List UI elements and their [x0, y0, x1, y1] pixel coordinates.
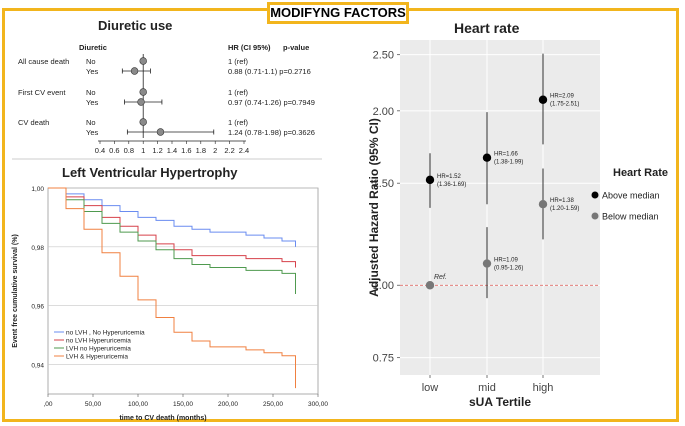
hr-y-label: Adjusted Hazard Ratio (95% CI) — [367, 118, 381, 297]
forest-x-tick-label: 1.8 — [196, 146, 206, 155]
forest-group-label: Yes — [86, 128, 98, 137]
hr-plot-area — [400, 40, 600, 375]
forest-x-tick-label: 2.4 — [239, 146, 249, 155]
forest-event-label: CV death — [18, 118, 49, 127]
km-series-line — [48, 187, 296, 247]
forest-x-tick-label: 0.6 — [109, 146, 119, 155]
forest-point — [139, 57, 147, 65]
km-x-tick-label: 100,00 — [128, 401, 148, 408]
hr-point-ci: (0.95-1.26) — [494, 266, 523, 272]
forest-x-tick-label: 1.4 — [167, 146, 177, 155]
km-chart: 1,00 0,98 0,96 0,94 ,00 50,00 100,00 150,00 200,… — [12, 186, 328, 422]
km-series-line — [48, 187, 296, 268]
km-x-tick-label: 50,00 — [85, 401, 102, 408]
forest-point — [156, 128, 165, 136]
forest-group-label: No — [86, 118, 96, 127]
hr-reference-label: Ref. — [434, 274, 447, 281]
banner-title: MODIFYNG FACTORS — [267, 2, 409, 24]
forest-point — [139, 88, 147, 96]
forest-header-p: p-value — [283, 43, 309, 52]
hr-point — [425, 175, 435, 185]
forest-row-text: 1 (ref) — [228, 118, 249, 127]
forest-x-tick-label: 0.4 — [95, 146, 105, 155]
forest-event-label: All cause death — [18, 57, 69, 66]
forest-x-tick-label: 0.8 — [124, 146, 134, 155]
km-x-tick-label: 300,00 — [308, 401, 328, 408]
km-legend-label: LVH no Hyperuricemia — [66, 346, 131, 353]
hr-y-tick-label: 0.75 — [373, 353, 394, 365]
hr-point — [538, 199, 548, 209]
km-title: Left Ventricular Hypertrophy — [62, 165, 238, 180]
hr-point-ci: (1.38-1.99) — [494, 160, 523, 166]
hr-x-tick-label: low — [422, 382, 439, 394]
forest-row-text: 0.88 (0.71-1.1) p=0.2716 — [228, 67, 311, 76]
forest-group-label: No — [86, 88, 96, 97]
km-x-tick-label: ,00 — [43, 401, 52, 408]
forest-point — [139, 118, 147, 126]
hr-point — [482, 259, 492, 268]
hr-x-tick-label: high — [533, 382, 554, 394]
forest-row-text: 1 (ref) — [228, 57, 249, 66]
hr-point-label: HR=1.66 — [494, 152, 519, 158]
hr-y-tick-label: 2.50 — [373, 50, 394, 62]
hr-legend-label: Below median — [602, 212, 659, 222]
forest-group-label: No — [86, 57, 96, 66]
hr-point-label: HR=1.52 — [437, 174, 462, 180]
hr-point-ci: (1.36-1.69) — [437, 182, 466, 188]
hr-y-tick-label: 1.50 — [373, 178, 394, 190]
forest-x-tick-label: 1.6 — [181, 146, 191, 155]
forest-group-label: Yes — [86, 98, 98, 107]
hr-chart: 2.50 2.00 1.50 1.00 0.75 low mid high HR=1.52 (1.… — [367, 40, 668, 409]
forest-x-tick-label: 2.2 — [224, 146, 234, 155]
hr-y-tick-label: 2.00 — [373, 106, 394, 118]
hr-title: Heart rate — [454, 20, 520, 36]
forest-plot: Diuretic HR (CI 95%) p-value All cause deat… — [12, 43, 322, 160]
km-y-tick-label: 0,98 — [31, 245, 44, 252]
hr-point — [482, 153, 492, 162]
hr-legend-marker — [591, 191, 599, 199]
km-y-label: Event free cumulative survival (%) — [12, 234, 19, 348]
km-y-tick-label: 1,00 — [31, 186, 44, 193]
hr-x-label: sUA Tertile — [469, 395, 531, 409]
hr-y-tick-label: 1.00 — [373, 280, 394, 292]
forest-x-tick-label: 2 — [213, 146, 217, 155]
hr-point-ci: (1.20-1.59) — [550, 206, 579, 212]
hr-x-tick-label: mid — [478, 382, 496, 394]
hr-legend-title: Heart Rate — [613, 167, 668, 179]
forest-title: Diuretic use — [98, 18, 173, 33]
forest-header-hr: HR (CI 95%) — [228, 43, 271, 52]
km-legend-label: no LVH , No Hyperuricemia — [66, 330, 145, 337]
forest-header-group: Diuretic — [79, 43, 107, 52]
hr-legend-marker — [591, 212, 599, 220]
forest-point — [137, 98, 145, 106]
km-legend-label: LVH & Hyperuricemia — [66, 354, 128, 361]
km-x-tick-label: 200,00 — [218, 401, 238, 408]
forest-point — [130, 67, 139, 75]
km-y-tick-label: 0,96 — [31, 304, 44, 311]
hr-point — [538, 95, 548, 104]
hr-point-label: HR=2.09 — [550, 94, 575, 100]
km-x-tick-label: 250,00 — [263, 401, 283, 408]
forest-group-label: Yes — [86, 67, 98, 76]
hr-point-label: HR=1.09 — [494, 258, 519, 264]
forest-row-text: 1 (ref) — [228, 88, 249, 97]
km-series-line — [48, 187, 296, 389]
forest-event-label: First CV event — [18, 88, 66, 97]
hr-point — [425, 281, 435, 290]
km-x-label: time to CV death (months) — [119, 415, 206, 422]
km-legend-label: no LVH Hyperuricemia — [66, 338, 131, 345]
forest-row-text: 1.24 (0.78-1.98) p=0.3626 — [228, 128, 315, 137]
forest-row-text: 0.97 (0.74-1.26) p=0.7949 — [228, 98, 315, 107]
forest-x-tick-label: 1.2 — [152, 146, 162, 155]
km-y-tick-label: 0,94 — [31, 363, 44, 370]
forest-x-tick-label: 1 — [141, 146, 145, 155]
hr-point-label: HR=1.38 — [550, 198, 575, 204]
km-series-line — [48, 187, 296, 294]
km-x-tick-label: 150,00 — [173, 401, 193, 408]
km-plot-area — [47, 187, 319, 395]
hr-point-ci: (1.75-2.51) — [550, 102, 579, 108]
hr-legend-label: Above median — [602, 191, 660, 201]
